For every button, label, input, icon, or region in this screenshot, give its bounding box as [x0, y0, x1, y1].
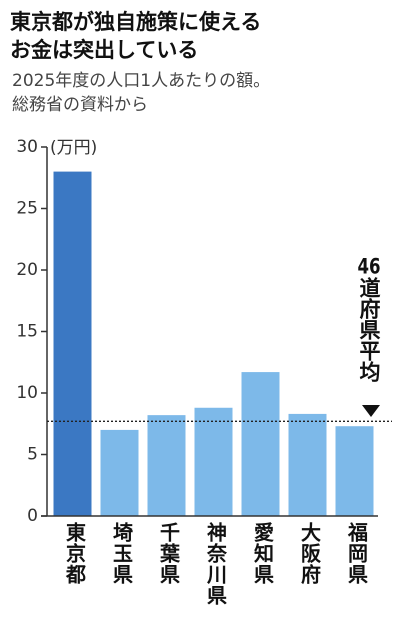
bar [241, 372, 280, 516]
bar [53, 171, 92, 516]
bar [100, 429, 139, 516]
y-tick-label: 0 [27, 506, 38, 526]
x-tick-label: 千葉県 [156, 522, 181, 585]
chart-subtitle: 総務省の資料から [12, 95, 148, 115]
reference-label-digits: 46 [357, 256, 381, 277]
reference-arrow [362, 405, 380, 417]
reference-label: 46道府県平均 [357, 256, 381, 382]
y-tick-label: 15 [16, 322, 38, 342]
bar [288, 413, 327, 516]
bar [147, 415, 186, 516]
x-tick-label: 愛知県 [250, 522, 275, 585]
x-tick-label: 福岡県 [344, 522, 369, 585]
bar [194, 407, 233, 516]
y-tick-label: 10 [16, 383, 38, 403]
x-tick-label: 大阪府 [297, 522, 322, 585]
chart-title: 東京都が独自施策に使える [10, 10, 262, 34]
y-tick-label: 5 [27, 445, 38, 465]
y-axis-label: (万円) [50, 138, 97, 158]
chart-subtitle: 2025年度の人口1人あたりの額。 [12, 71, 271, 91]
x-tick-label: 神奈川県 [203, 522, 228, 606]
bar [335, 426, 374, 516]
x-tick-label: 埼玉県 [109, 522, 134, 585]
y-tick-label: 20 [16, 260, 38, 280]
chart-title: お金は突出している [10, 38, 199, 62]
y-tick-label: 30 [16, 137, 38, 157]
x-tick-label: 東京都 [62, 522, 87, 585]
y-tick-label: 25 [16, 199, 38, 219]
